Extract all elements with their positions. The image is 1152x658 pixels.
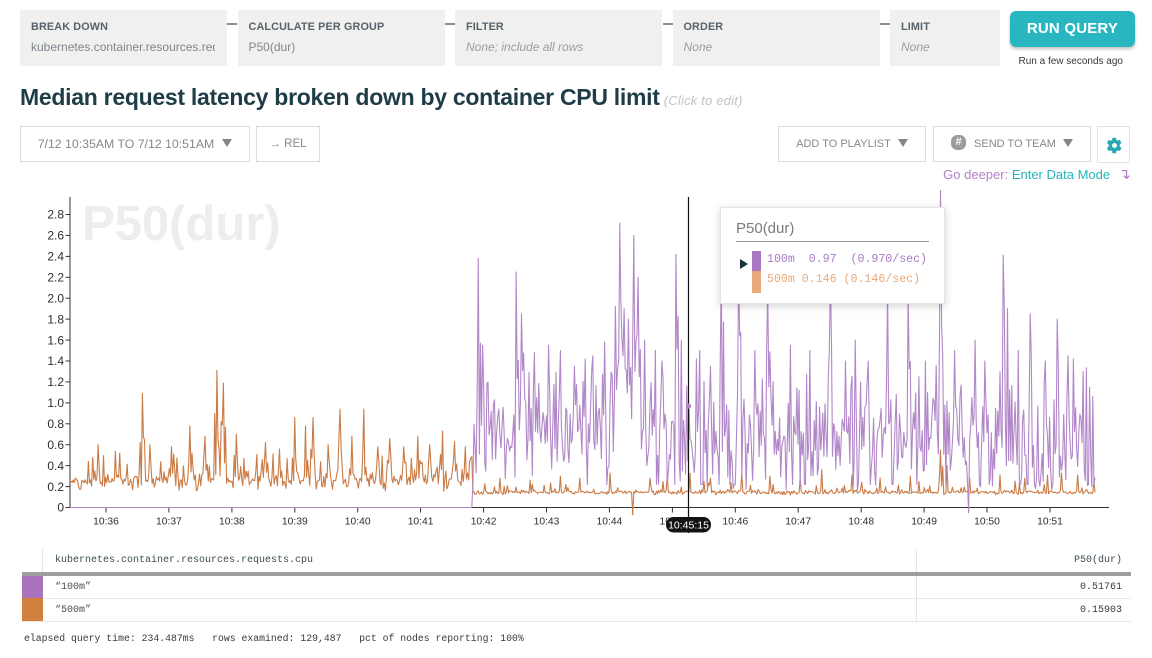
svg-text:1.0: 1.0: [47, 396, 64, 410]
svg-text:2.2: 2.2: [47, 271, 64, 285]
svg-text:10:49: 10:49: [911, 517, 937, 528]
svg-text:0.8: 0.8: [47, 417, 64, 431]
svg-text:1.2: 1.2: [47, 375, 64, 389]
svg-text:2.6: 2.6: [47, 229, 64, 243]
svg-text:10:45:15: 10:45:15: [668, 519, 709, 531]
svg-text:10:47: 10:47: [785, 517, 811, 528]
svg-text:10:39: 10:39: [282, 517, 308, 528]
svg-text:0.6: 0.6: [47, 438, 64, 452]
svg-text:0.2: 0.2: [47, 480, 64, 494]
svg-text:10:44: 10:44: [597, 517, 623, 528]
svg-text:10:41: 10:41: [408, 517, 434, 528]
svg-text:10:37: 10:37: [156, 517, 182, 528]
svg-text:0.4: 0.4: [47, 459, 64, 473]
svg-text:10:40: 10:40: [345, 517, 371, 528]
svg-text:10:43: 10:43: [534, 517, 560, 528]
svg-text:1.8: 1.8: [47, 312, 64, 326]
svg-text:0: 0: [57, 501, 64, 515]
svg-text:10:42: 10:42: [471, 517, 497, 528]
svg-text:10:46: 10:46: [722, 517, 748, 528]
svg-text:P50(dur): P50(dur): [82, 197, 281, 251]
svg-text:2.4: 2.4: [47, 250, 64, 264]
svg-text:2.8: 2.8: [47, 208, 64, 222]
svg-text:10:50: 10:50: [974, 517, 1000, 528]
svg-text:10:36: 10:36: [93, 517, 119, 528]
svg-text:10:51: 10:51: [1037, 517, 1063, 528]
svg-text:10:38: 10:38: [219, 517, 245, 528]
svg-text:10:48: 10:48: [848, 517, 874, 528]
svg-text:1.6: 1.6: [47, 333, 64, 347]
svg-text:2.0: 2.0: [47, 291, 64, 305]
svg-text:1.4: 1.4: [47, 354, 64, 368]
